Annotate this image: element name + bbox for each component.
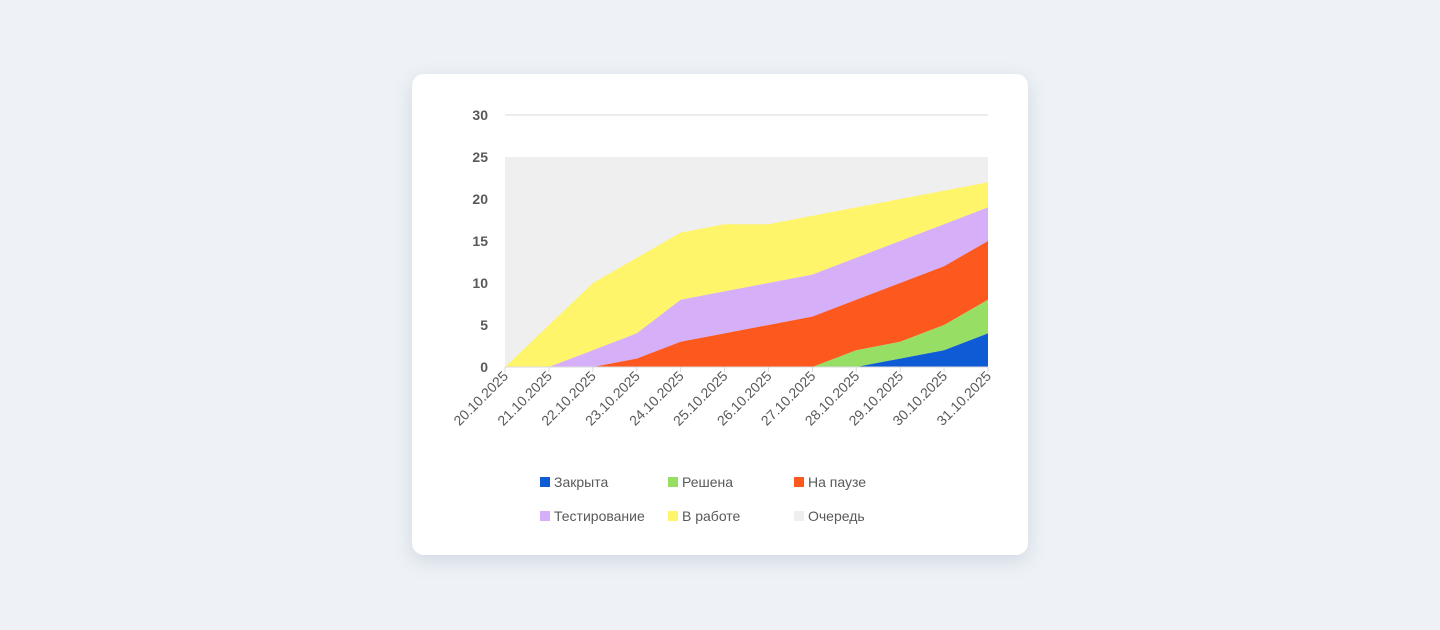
y-tick-label: 5 xyxy=(480,317,488,333)
area-4 xyxy=(505,207,988,367)
chart-card: 0 5 10 15 20 25 30 20.10.2025 21.10.2025 22.10.2… xyxy=(412,74,1028,555)
area-5 xyxy=(505,182,988,367)
y-tick-label: 0 xyxy=(480,359,488,375)
legend: Закрыта Решена На паузе Тестирование В работ… xyxy=(540,474,866,524)
legend-label: Решена xyxy=(682,474,733,490)
legend-swatch xyxy=(668,477,678,487)
area-1 xyxy=(505,333,988,367)
legend-swatch xyxy=(794,477,804,487)
y-tick-label: 30 xyxy=(472,107,488,123)
legend-label: Очередь xyxy=(808,508,865,524)
y-axis-ticks: 0 5 10 15 20 25 30 xyxy=(472,107,488,375)
y-tick-label: 10 xyxy=(472,275,488,291)
x-axis-ticks: 20.10.202521.10.202522.10.202523.10.2025… xyxy=(450,367,994,429)
legend-swatch xyxy=(540,511,550,521)
y-tick-label: 15 xyxy=(472,233,488,249)
area-3 xyxy=(505,241,988,367)
legend-swatch xyxy=(794,511,804,521)
legend-swatch xyxy=(540,477,550,487)
series-areas xyxy=(505,182,988,367)
legend-label: Тестирование xyxy=(554,508,645,524)
stacked-area-chart: 0 5 10 15 20 25 30 20.10.202521.10.202522.10.2… xyxy=(450,107,994,524)
legend-label: В работе xyxy=(682,508,741,524)
legend-label: Закрыта xyxy=(554,474,608,490)
legend-label: На паузе xyxy=(808,474,866,490)
y-tick-label: 25 xyxy=(472,149,488,165)
legend-swatch xyxy=(668,511,678,521)
y-tick-label: 20 xyxy=(472,191,488,207)
area-2 xyxy=(505,299,988,367)
